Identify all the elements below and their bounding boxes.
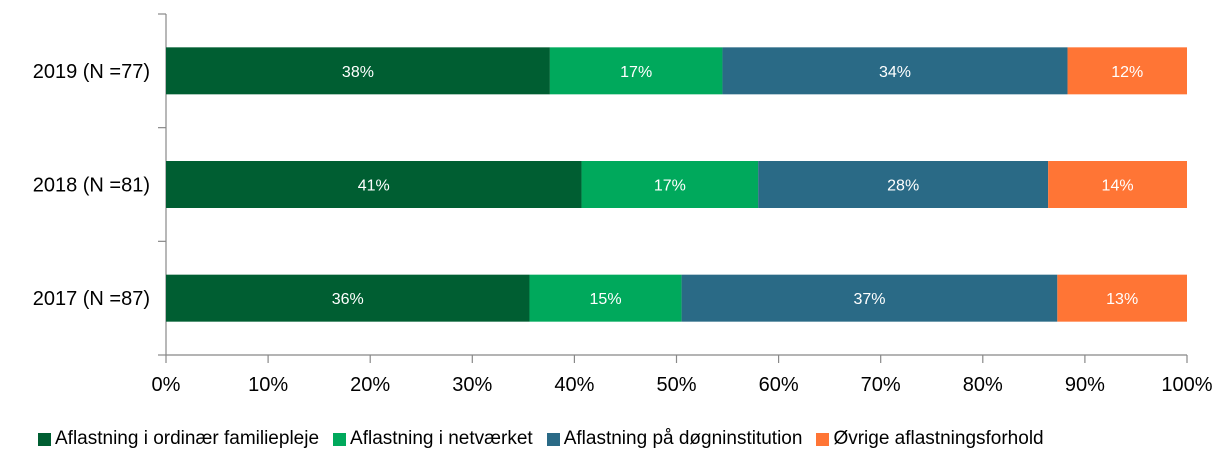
bar-segment bbox=[581, 161, 759, 208]
x-tick-label: 80% bbox=[963, 374, 1003, 396]
legend-swatch bbox=[546, 432, 560, 446]
bar-segment bbox=[1067, 47, 1187, 95]
data-label: 41% bbox=[358, 178, 390, 195]
bar-segment bbox=[681, 274, 1058, 322]
data-label: 15% bbox=[590, 291, 622, 308]
data-label: 36% bbox=[332, 291, 364, 308]
x-tick-label: 100% bbox=[1161, 374, 1212, 396]
x-tick-label: 70% bbox=[861, 374, 901, 396]
legend: Aflastning i ordinær familiepleje Aflastn… bbox=[38, 428, 1044, 450]
x-tick-label: 0% bbox=[152, 374, 181, 396]
x-tick-label: 10% bbox=[248, 374, 288, 396]
legend-swatch bbox=[333, 432, 347, 446]
legend-swatch bbox=[38, 432, 51, 446]
legend-label: Øvrige aflastningsforhold bbox=[833, 428, 1044, 449]
category-label: 2018 (N =81) bbox=[33, 175, 150, 197]
bars bbox=[166, 47, 1187, 322]
data-label: 38% bbox=[342, 64, 374, 81]
data-label: 28% bbox=[887, 178, 919, 195]
stacked-bar-chart: 0% 10% 20% 30% 40% 50% 60% 70% 80% 90% 100% 2019 (N… bbox=[33, 13, 1213, 396]
x-tick-label: 60% bbox=[759, 374, 799, 396]
bar-segment bbox=[722, 47, 1068, 95]
legend-item: Aflastning i ordinær familiepleje bbox=[38, 428, 319, 450]
category-label: 2017 (N =87) bbox=[33, 288, 150, 310]
legend-item: Aflastning på døgninstitution bbox=[546, 428, 803, 450]
x-tick-label: 90% bbox=[1065, 374, 1105, 396]
legend-item: Aflastning i netværket bbox=[333, 428, 533, 450]
data-label: 17% bbox=[620, 64, 652, 81]
bar-segment bbox=[166, 47, 550, 95]
x-tick-label: 50% bbox=[656, 374, 696, 396]
bar-segment bbox=[529, 274, 682, 322]
legend-label: Aflastning i ordinær familiepleje bbox=[55, 428, 320, 449]
bar-segment bbox=[758, 161, 1049, 208]
data-label: 13% bbox=[1106, 291, 1138, 308]
data-label: 34% bbox=[879, 64, 911, 81]
category-label: 2019 (N =77) bbox=[33, 61, 150, 83]
data-label: 37% bbox=[853, 291, 885, 308]
bar-segment bbox=[166, 161, 582, 208]
bar-segment bbox=[549, 47, 723, 95]
legend-item: Øvrige aflastningsforhold bbox=[816, 428, 1044, 450]
x-tick-label: 20% bbox=[350, 374, 390, 396]
bar-segment bbox=[1057, 274, 1187, 322]
data-label: 12% bbox=[1111, 64, 1143, 81]
data-label: 14% bbox=[1102, 178, 1134, 195]
bar-segment bbox=[166, 274, 530, 322]
bar-segment bbox=[1048, 161, 1187, 208]
data-label: 17% bbox=[654, 178, 686, 195]
x-tick-label: 40% bbox=[554, 374, 594, 396]
x-tick-label: 30% bbox=[452, 374, 492, 396]
legend-label: Aflastning på døgninstitution bbox=[563, 428, 803, 449]
legend-label: Aflastning i netværket bbox=[350, 428, 533, 449]
labels: 0% 10% 20% 30% 40% 50% 60% 70% 80% 90% 100% 2019 (N… bbox=[33, 61, 1213, 396]
legend-swatch bbox=[816, 432, 830, 446]
